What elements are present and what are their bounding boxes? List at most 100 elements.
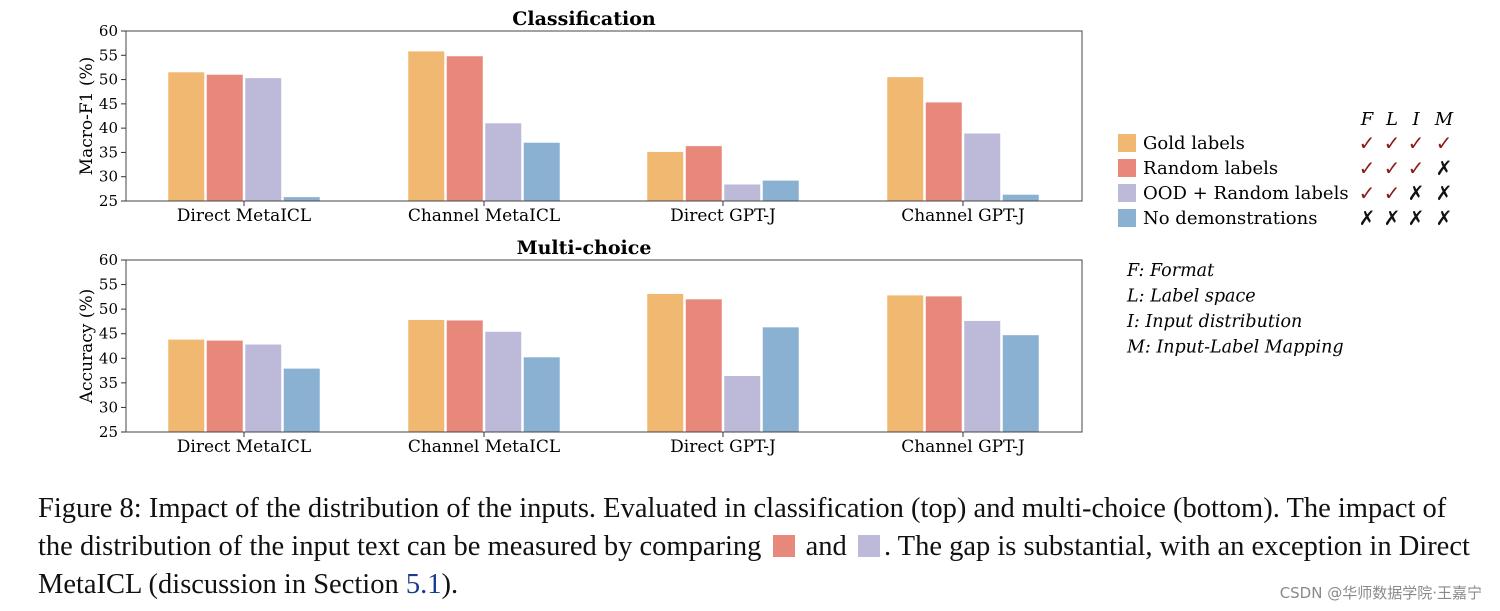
bar-no-demonstrations-direct-gpt-j bbox=[762, 180, 799, 201]
legend-check-mark: ✓ bbox=[1408, 156, 1425, 180]
legend-check-mark: ✓ bbox=[1408, 131, 1425, 155]
x-tick-label: Channel GPT-J bbox=[901, 437, 1025, 457]
legend-cross-mark: ✗ bbox=[1436, 206, 1453, 230]
y-tick-label: 25 bbox=[99, 192, 118, 210]
plot-frame bbox=[125, 259, 1083, 433]
legend-swatch bbox=[1118, 159, 1136, 177]
bar-gold-labels-direct-gpt-j bbox=[647, 151, 684, 201]
caption-text-2: and bbox=[798, 531, 854, 562]
y-tick-label: 35 bbox=[99, 374, 118, 392]
y-tick-label: 55 bbox=[99, 276, 118, 294]
watermark: CSDN @华师数据学院·王嘉宁 bbox=[1279, 584, 1482, 602]
bar-gold-labels-channel-gpt-j bbox=[887, 295, 924, 432]
y-tick-label: 55 bbox=[99, 46, 118, 64]
bar-ood-random-labels-direct-metaicl bbox=[245, 344, 282, 432]
caption-text-3: . The gap is substantial, with an except… bbox=[38, 531, 1470, 600]
x-tick-label: Direct GPT-J bbox=[670, 437, 776, 457]
bar-ood-random-labels-channel-metaicl bbox=[485, 331, 522, 432]
chart-title: Classification bbox=[512, 8, 656, 30]
section-reference-link[interactable]: 5.1 bbox=[405, 569, 442, 600]
legend-cross-mark: ✗ bbox=[1436, 181, 1453, 205]
bar-random-labels-channel-metaicl bbox=[446, 320, 483, 432]
y-axis-label: Macro-F1 (%) bbox=[77, 57, 97, 176]
legend-cross-mark: ✗ bbox=[1408, 206, 1425, 230]
y-tick-label: 45 bbox=[99, 95, 118, 113]
y-axis-label: Accuracy (%) bbox=[77, 289, 97, 404]
bar-random-labels-channel-gpt-j bbox=[925, 102, 962, 201]
legend-header-m: M bbox=[1434, 109, 1454, 130]
legend-check-mark: ✓ bbox=[1384, 181, 1401, 205]
legend-cross-mark: ✗ bbox=[1359, 206, 1376, 230]
bar-no-demonstrations-channel-gpt-j bbox=[1002, 335, 1039, 432]
x-tick-label: Channel GPT-J bbox=[901, 206, 1025, 226]
bar-random-labels-channel-metaicl bbox=[446, 56, 483, 201]
legend-check-mark: ✓ bbox=[1359, 181, 1376, 205]
legend-header-l: L bbox=[1385, 109, 1398, 130]
bar-no-demonstrations-channel-metaicl bbox=[523, 142, 560, 201]
caption-text-4: ). bbox=[441, 569, 459, 600]
bar-no-demonstrations-direct-metaicl bbox=[283, 197, 320, 201]
bar-random-labels-direct-gpt-j bbox=[685, 146, 722, 201]
y-tick-label: 60 bbox=[99, 22, 118, 40]
legend-swatch bbox=[1118, 134, 1136, 152]
y-tick-label: 35 bbox=[99, 143, 118, 161]
x-tick-label: Direct GPT-J bbox=[670, 206, 776, 226]
caption-text-1: Figure 8: Impact of the distribution of … bbox=[38, 493, 1447, 562]
bar-random-labels-direct-metaicl bbox=[206, 74, 243, 201]
multi-choice-chart: Multi-choice 25 30 35 40 45 50 55 60 Accuracy (%)… bbox=[77, 237, 1083, 457]
legend-cross-mark: ✗ bbox=[1384, 206, 1401, 230]
key-item: L: Label space bbox=[1126, 287, 1256, 307]
chart-title: Multi-choice bbox=[517, 237, 652, 259]
bar-random-labels-direct-metaicl bbox=[206, 340, 243, 432]
bar-ood-random-labels-direct-metaicl bbox=[245, 78, 282, 201]
y-tick-label: 25 bbox=[99, 423, 118, 441]
y-tick-label: 40 bbox=[99, 349, 118, 367]
x-tick-label: Channel MetaICL bbox=[408, 206, 560, 226]
legend-label: Random labels bbox=[1143, 158, 1278, 179]
y-tick-label: 40 bbox=[99, 119, 118, 137]
bar-no-demonstrations-direct-metaicl bbox=[283, 368, 320, 432]
bar-gold-labels-channel-metaicl bbox=[408, 319, 445, 432]
legend-cross-mark: ✗ bbox=[1436, 156, 1453, 180]
y-tick-label: 50 bbox=[99, 300, 118, 318]
abbreviation-key: F: Format L: Label space I: Input distribu… bbox=[1126, 261, 1344, 358]
legend-check-mark: ✓ bbox=[1359, 156, 1376, 180]
legend-header-f: F bbox=[1360, 109, 1375, 130]
y-tick-label: 30 bbox=[99, 398, 118, 416]
y-tick-label: 30 bbox=[99, 168, 118, 186]
plot-frame bbox=[125, 30, 1083, 202]
bar-ood-random-labels-direct-gpt-j bbox=[724, 375, 761, 432]
bar-no-demonstrations-direct-gpt-j bbox=[762, 327, 799, 432]
y-tick-label: 60 bbox=[99, 251, 118, 269]
y-tick-label: 50 bbox=[99, 71, 118, 89]
bar-ood-random-labels-channel-metaicl bbox=[485, 123, 522, 201]
x-tick-label: Direct MetaICL bbox=[177, 206, 311, 226]
legend-cross-mark: ✗ bbox=[1408, 181, 1425, 205]
legend-label: Gold labels bbox=[1143, 133, 1245, 154]
legend-check-mark: ✓ bbox=[1384, 156, 1401, 180]
bar-random-labels-channel-gpt-j bbox=[925, 296, 962, 432]
bar-gold-labels-direct-metaicl bbox=[168, 72, 205, 202]
legend-check-mark: ✓ bbox=[1384, 131, 1401, 155]
legend-header-i: I bbox=[1411, 109, 1420, 130]
bar-no-demonstrations-channel-gpt-j bbox=[1002, 194, 1039, 201]
bar-ood-random-labels-channel-gpt-j bbox=[964, 133, 1001, 201]
random-labels-swatch bbox=[772, 535, 795, 557]
legend-swatch bbox=[1118, 184, 1136, 202]
key-item: I: Input distribution bbox=[1126, 312, 1302, 332]
ood-random-labels-swatch bbox=[857, 535, 880, 557]
bar-ood-random-labels-channel-gpt-j bbox=[964, 320, 1001, 432]
legend-label: No demonstrations bbox=[1143, 208, 1317, 229]
bar-ood-random-labels-direct-gpt-j bbox=[724, 184, 761, 201]
bar-gold-labels-direct-metaicl bbox=[168, 339, 205, 432]
x-tick-label: Channel MetaICL bbox=[408, 437, 560, 457]
y-tick-label: 45 bbox=[99, 325, 118, 343]
figure-caption: Figure 8: Impact of the distribution of … bbox=[38, 490, 1478, 604]
key-item: F: Format bbox=[1126, 261, 1215, 281]
bar-no-demonstrations-channel-metaicl bbox=[523, 357, 560, 432]
legend-label: OOD + Random labels bbox=[1143, 183, 1349, 204]
bar-gold-labels-direct-gpt-j bbox=[647, 293, 684, 432]
